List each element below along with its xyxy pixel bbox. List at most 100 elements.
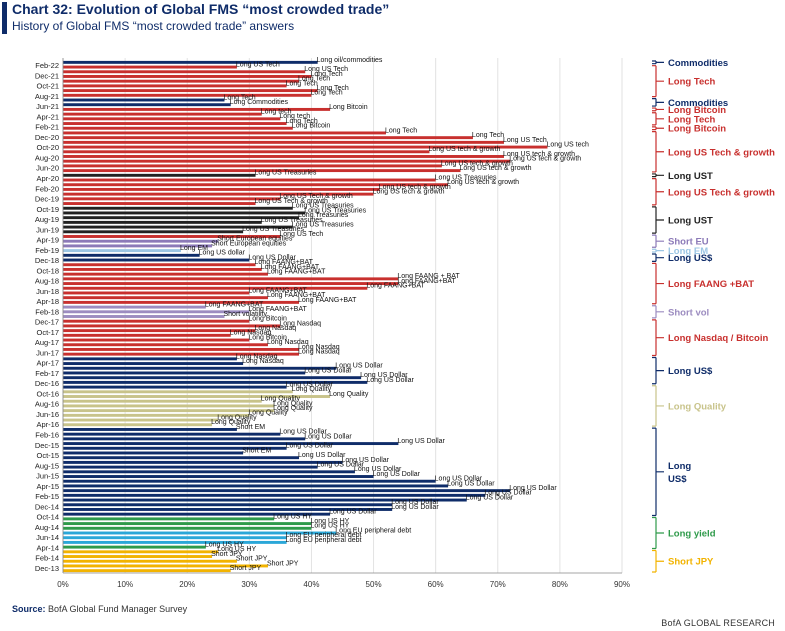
bar xyxy=(63,512,331,516)
legend-label-line: Long Quality xyxy=(668,401,727,412)
bar xyxy=(63,150,430,154)
bar xyxy=(63,155,504,158)
bar xyxy=(63,470,355,474)
legend-bracket xyxy=(652,549,664,573)
y-tick-label: Aug-19 xyxy=(35,215,59,224)
bar xyxy=(63,107,331,111)
bar-label: Long FAANG+BAT xyxy=(397,278,456,285)
bar-label: Long US Treasuries xyxy=(304,207,366,214)
legend-label: Short JPY xyxy=(668,557,714,568)
bar xyxy=(63,178,436,182)
legend-bracket xyxy=(652,65,664,98)
bar xyxy=(63,569,231,573)
bar-label: Short EM xyxy=(236,424,265,431)
bar xyxy=(63,390,293,394)
bar xyxy=(63,376,362,380)
bar-label: Long US Dollar xyxy=(248,254,296,261)
y-tick-label: Aug-15 xyxy=(35,461,59,470)
bar xyxy=(63,220,262,224)
bar xyxy=(63,117,281,121)
bar xyxy=(63,305,206,309)
bar xyxy=(63,385,287,389)
legend-label-line: Short vol xyxy=(668,307,709,318)
bar xyxy=(63,60,318,64)
bar xyxy=(63,423,213,427)
bar xyxy=(63,65,237,69)
bar xyxy=(63,564,268,568)
source-label: Source: xyxy=(12,604,46,614)
title-accent-bar xyxy=(2,2,7,34)
bar xyxy=(63,282,399,286)
legend-label: Long US$ xyxy=(668,461,691,485)
y-tick-label: Aug-18 xyxy=(35,277,59,286)
source-note: Source: BofA Global Fund Manager Survey xyxy=(12,604,187,614)
y-tick-label: Feb-22 xyxy=(35,61,59,70)
bar xyxy=(63,536,287,540)
bar-label: Short European equities xyxy=(211,240,287,247)
bar xyxy=(63,503,393,507)
legend-bracket xyxy=(652,356,664,385)
bar xyxy=(63,531,337,535)
legend-label: Long US$ xyxy=(668,366,713,377)
bar xyxy=(63,235,281,238)
bar xyxy=(63,442,399,446)
x-tick-label: 90% xyxy=(614,580,630,589)
legend-label: Short vol xyxy=(668,307,709,318)
bar xyxy=(63,338,250,342)
bar xyxy=(63,427,237,431)
y-tick-label: Apr-17 xyxy=(36,359,59,368)
y-tick-label: Apr-20 xyxy=(36,174,59,183)
chart-x-axis: 0% 10% 20% 30% 40% 50% 60% 70% 80% 90% xyxy=(57,572,630,589)
bar xyxy=(63,192,374,196)
bar xyxy=(63,296,268,300)
bar-label: Long US Dollar xyxy=(447,480,495,487)
bar-label: Long US Treasuries xyxy=(242,226,304,233)
y-tick-label: Apr-19 xyxy=(36,236,59,245)
legend-label: Commodities xyxy=(668,58,728,69)
bar-label: Long US Dollar xyxy=(329,509,377,516)
bar xyxy=(63,263,256,267)
y-tick-label: Oct-19 xyxy=(36,205,59,214)
legend-bracket xyxy=(652,253,664,262)
bar-label: Long Nasdaq xyxy=(279,320,321,327)
bar-label: Long US tech & growth xyxy=(379,184,451,191)
y-tick-label: Feb-16 xyxy=(35,430,59,439)
bar-label: Long US HY xyxy=(273,513,312,520)
bar-label: Long Quality xyxy=(292,386,332,393)
y-tick-label: Jun-20 xyxy=(36,164,59,173)
bar xyxy=(63,475,374,478)
legend-label-line: Commodities xyxy=(668,98,728,109)
bar-label: Long US Tech xyxy=(236,61,280,68)
bar xyxy=(63,437,306,441)
legend-bracket xyxy=(652,178,664,206)
bar xyxy=(63,79,300,83)
bar xyxy=(63,380,368,384)
bar xyxy=(63,347,300,351)
legend-label-line: US$ xyxy=(668,474,687,485)
y-tick-label: Feb-18 xyxy=(35,307,59,316)
bar xyxy=(63,395,331,398)
bar xyxy=(63,159,511,163)
legend-bracket xyxy=(652,319,664,357)
bar-label: Long FAANG+BAT xyxy=(255,259,314,266)
y-tick-label: Apr-15 xyxy=(36,482,59,491)
bar-label: Long Bitcoin xyxy=(248,316,287,323)
y-tick-label: Feb-14 xyxy=(35,554,59,563)
bar-label: Long US tech & growth xyxy=(509,156,581,163)
legend-label-line: Long Nasdaq / Bitcoin xyxy=(668,333,768,344)
bar xyxy=(63,399,262,403)
y-tick-label: Jun-19 xyxy=(36,225,59,234)
bar-label: Long FAANG+BAT xyxy=(366,283,425,290)
legend-label-line: Long Bitcoin xyxy=(668,124,726,135)
y-tick-label: Jun-14 xyxy=(36,533,59,542)
legend-label-line: Short JPY xyxy=(668,557,714,568)
bar-label: Long Commodities xyxy=(230,99,289,106)
bar-label: Long US Treasuries xyxy=(435,174,497,181)
legend-label-line: Long US$ xyxy=(668,253,713,264)
legend-label: Long US$ xyxy=(668,253,713,264)
legend-label: Long UST xyxy=(668,216,713,227)
bar xyxy=(63,126,293,130)
bar xyxy=(63,173,256,177)
bar-label: Long Nasdaq xyxy=(298,349,340,356)
